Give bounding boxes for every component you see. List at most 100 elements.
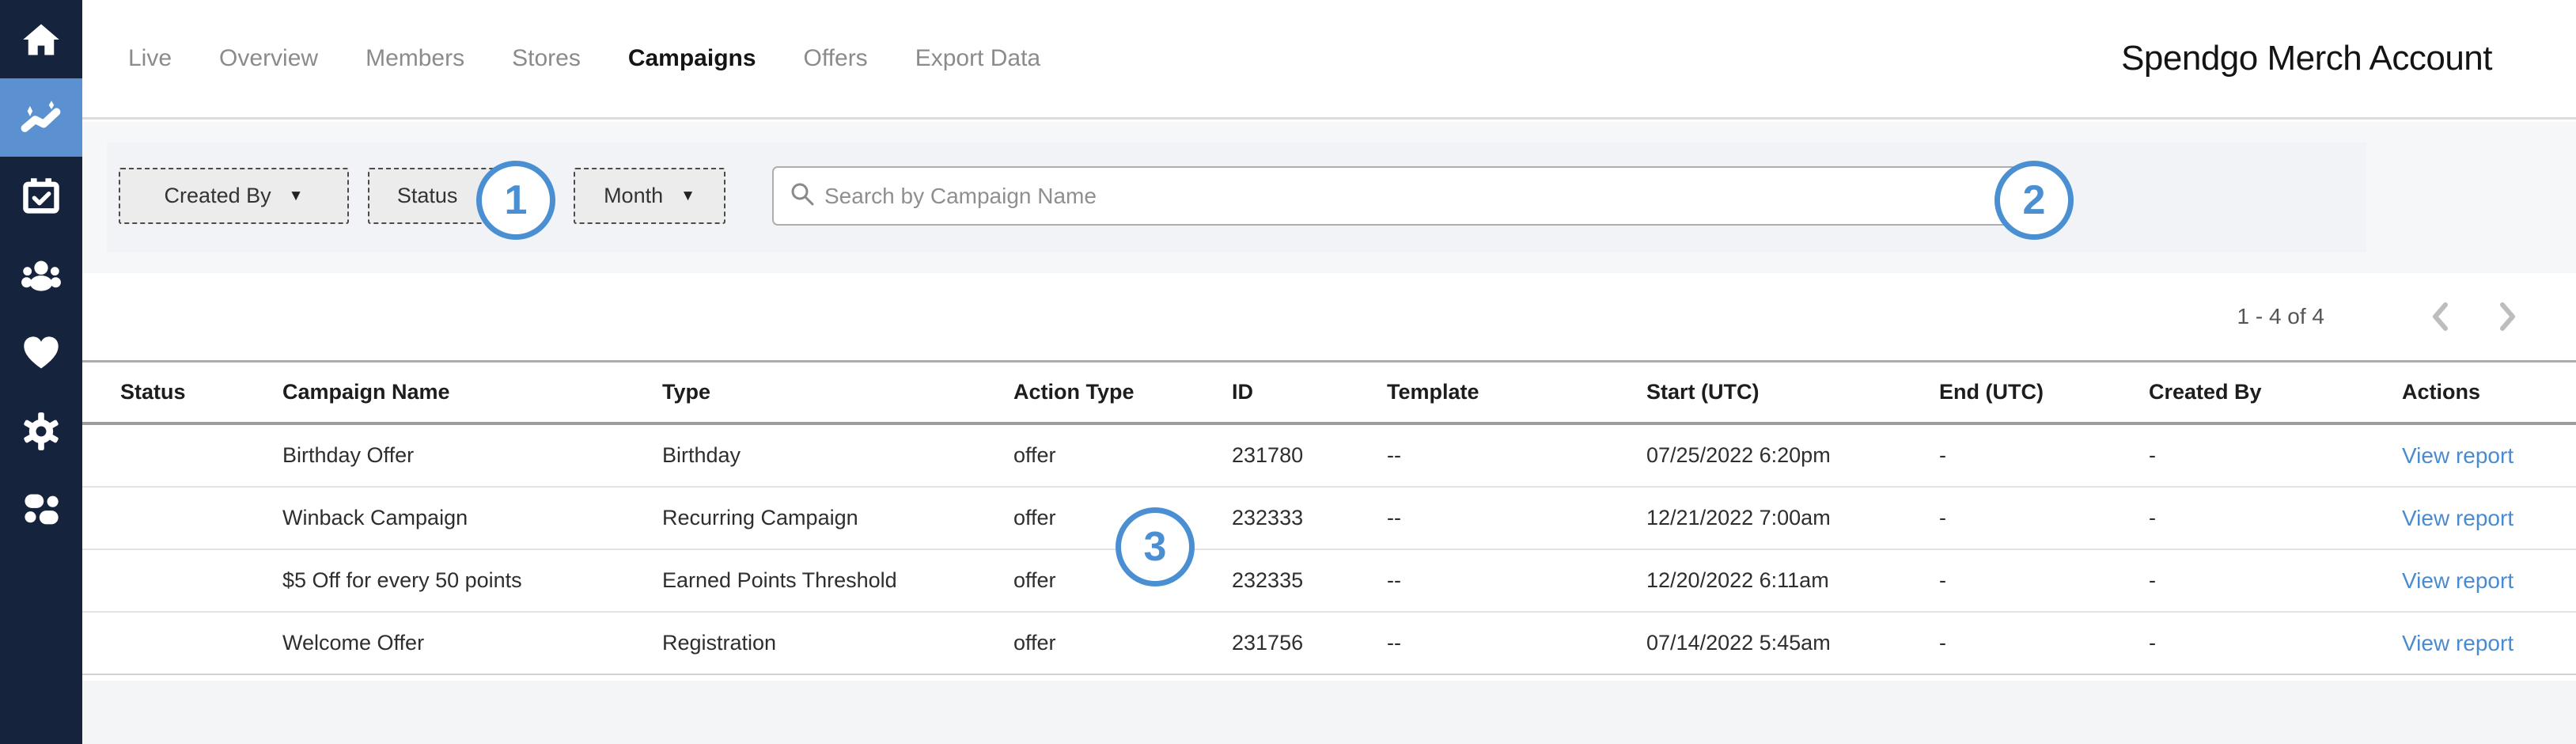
id-cell: 232335: [1232, 568, 1387, 593]
previous-page-button[interactable]: [2424, 301, 2456, 332]
start-utc-cell: 07/25/2022 6:20pm: [1646, 443, 1939, 468]
account-title: Spendgo Merch Account: [2121, 39, 2492, 78]
id-cell: 232333: [1232, 506, 1387, 530]
search-icon: [790, 181, 815, 211]
chevron-down-icon: ▼: [289, 188, 304, 205]
created-by-dropdown[interactable]: Created By ▼: [119, 168, 349, 224]
sidebar: [0, 0, 82, 744]
column-header-end-utc: End (UTC): [1939, 380, 2149, 404]
created-by-cell: -: [2149, 631, 2402, 655]
sidebar-item-calendar[interactable]: [0, 157, 82, 235]
tab-export-data[interactable]: Export Data: [915, 45, 1040, 72]
tab-stores[interactable]: Stores: [512, 45, 581, 72]
created-by-cell: -: [2149, 443, 2402, 468]
sidebar-item-analytics[interactable]: [0, 78, 82, 157]
annotation-circle-1: 1: [476, 161, 555, 240]
home-icon: [21, 19, 62, 60]
table-row: Winback Campaign Recurring Campaign offe…: [82, 488, 2576, 550]
type-cell: Recurring Campaign: [662, 506, 1013, 530]
view-report-link[interactable]: View report: [2402, 443, 2513, 468]
app-window: Live Overview Members Stores Campaigns O…: [0, 0, 2576, 744]
created-by-cell: -: [2149, 506, 2402, 530]
annotation-circle-3: 3: [1116, 507, 1195, 586]
column-header-created-by: Created By: [2149, 380, 2402, 404]
tab-overview[interactable]: Overview: [219, 45, 318, 72]
start-utc-cell: 07/14/2022 5:45am: [1646, 631, 1939, 655]
column-header-type: Type: [662, 380, 1013, 404]
view-report-link[interactable]: View report: [2402, 631, 2513, 655]
pagination-band: 1 - 4 of 4: [82, 273, 2576, 360]
end-utc-cell: -: [1939, 506, 2149, 530]
action-type-cell: offer: [1013, 568, 1232, 593]
template-cell: --: [1387, 568, 1646, 593]
campaign-name-cell: $5 Off for every 50 points: [282, 568, 662, 593]
sidebar-item-apps[interactable]: [0, 470, 82, 549]
sidebar-item-home[interactable]: [0, 0, 82, 78]
end-utc-cell: -: [1939, 443, 2149, 468]
type-cell: Registration: [662, 631, 1013, 655]
campaign-name-cell: Birthday Offer: [282, 443, 662, 468]
column-header-actions: Actions: [2402, 380, 2576, 404]
end-utc-cell: -: [1939, 631, 2149, 655]
footer-band: [82, 681, 2576, 744]
trend-icon: [21, 97, 62, 139]
template-cell: --: [1387, 631, 1646, 655]
month-label: Month: [604, 184, 663, 208]
status-label: Status: [397, 184, 458, 208]
search-input[interactable]: [824, 184, 2025, 209]
sidebar-item-members[interactable]: [0, 235, 82, 313]
campaign-name-cell: Winback Campaign: [282, 506, 662, 530]
sidebar-item-favorites[interactable]: [0, 313, 82, 392]
end-utc-cell: -: [1939, 568, 2149, 593]
column-header-template: Template: [1387, 380, 1646, 404]
template-cell: --: [1387, 506, 1646, 530]
month-dropdown[interactable]: Month ▼: [574, 168, 725, 224]
annotation-number: 1: [505, 177, 528, 224]
heart-icon: [21, 332, 62, 374]
shapes-icon: [21, 489, 62, 530]
tab-offers[interactable]: Offers: [804, 45, 868, 72]
top-bar: Live Overview Members Stores Campaigns O…: [82, 0, 2576, 120]
pagination-range: 1 - 4 of 4: [2237, 304, 2324, 329]
table-row: $5 Off for every 50 points Earned Points…: [82, 550, 2576, 613]
template-cell: --: [1387, 443, 1646, 468]
column-header-status: Status: [120, 380, 282, 404]
campaigns-table: Status Campaign Name Type Action Type ID…: [82, 360, 2576, 675]
created-by-label: Created By: [165, 184, 271, 208]
search-box: [772, 166, 2043, 226]
created-by-cell: -: [2149, 568, 2402, 593]
table-header-row: Status Campaign Name Type Action Type ID…: [82, 360, 2576, 425]
people-icon: [21, 254, 62, 295]
column-header-action-type: Action Type: [1013, 380, 1232, 404]
tab-members[interactable]: Members: [366, 45, 464, 72]
action-type-cell: offer: [1013, 443, 1232, 468]
column-header-id: ID: [1232, 380, 1387, 404]
action-type-cell: offer: [1013, 631, 1232, 655]
view-report-link[interactable]: View report: [2402, 568, 2513, 593]
view-report-link[interactable]: View report: [2402, 506, 2513, 530]
id-cell: 231756: [1232, 631, 1387, 655]
column-header-start-utc: Start (UTC): [1646, 380, 1939, 404]
type-cell: Birthday: [662, 443, 1013, 468]
annotation-circle-2: 2: [1995, 161, 2074, 240]
type-cell: Earned Points Threshold: [662, 568, 1013, 593]
gear-icon: [21, 411, 62, 452]
main-content: Live Overview Members Stores Campaigns O…: [82, 0, 2576, 744]
annotation-number: 3: [1144, 523, 1167, 571]
campaign-name-cell: Welcome Offer: [282, 631, 662, 655]
column-header-campaign-name: Campaign Name: [282, 380, 662, 404]
chevron-down-icon: ▼: [680, 188, 695, 205]
tab-campaigns[interactable]: Campaigns: [628, 45, 756, 72]
tab-live[interactable]: Live: [128, 45, 172, 72]
start-utc-cell: 12/20/2022 6:11am: [1646, 568, 1939, 593]
calendar-check-icon: [21, 176, 62, 217]
next-page-button[interactable]: [2492, 301, 2524, 332]
table-row: Birthday Offer Birthday offer 231780 -- …: [82, 425, 2576, 488]
start-utc-cell: 12/21/2022 7:00am: [1646, 506, 1939, 530]
sidebar-item-settings[interactable]: [0, 392, 82, 470]
filter-band: Created By ▼ Status ▼ Month ▼ 1 2: [82, 122, 2576, 273]
top-navigation: Live Overview Members Stores Campaigns O…: [128, 45, 1040, 72]
table-row: Welcome Offer Registration offer 231756 …: [82, 613, 2576, 675]
annotation-number: 2: [2023, 177, 2046, 224]
id-cell: 231780: [1232, 443, 1387, 468]
